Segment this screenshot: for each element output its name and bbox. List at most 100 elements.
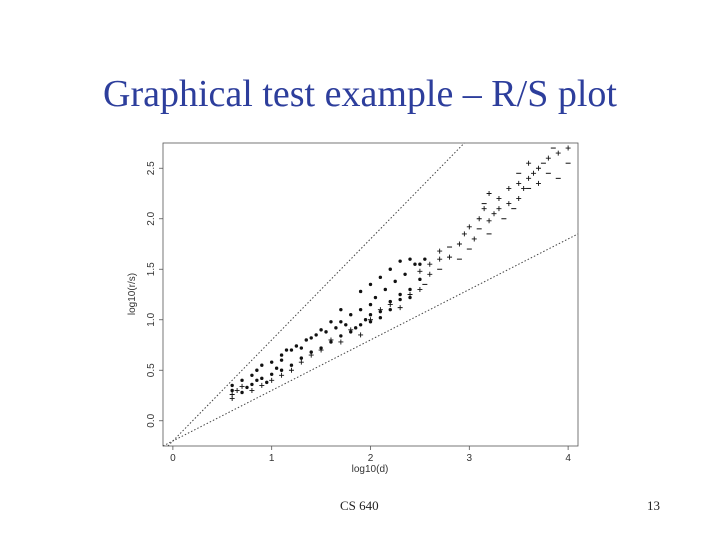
data-points [229, 145, 571, 402]
data-point-dot-4 [245, 385, 249, 390]
data-point-dot-17 [284, 348, 289, 352]
data-point-dot-52 [388, 307, 392, 312]
data-point-dot-45 [413, 262, 417, 266]
data-point-dot-8 [255, 378, 259, 383]
data-point-plus-50 [521, 185, 527, 191]
x-tick-label-2: 2 [368, 453, 374, 464]
data-point-dot-3 [240, 378, 244, 383]
data-point-plus-16 [368, 317, 373, 323]
slide-title: Graphical test example – R/S plot [103, 73, 617, 115]
data-point-plus-31 [471, 236, 477, 242]
data-point-plus-4 [249, 387, 255, 393]
data-point-dot-0 [230, 388, 234, 393]
x-tick-label-1: 1 [269, 453, 275, 464]
data-point-dot-61 [319, 328, 323, 332]
data-point-dot-49 [358, 323, 363, 327]
data-point-dot-6 [250, 382, 254, 387]
data-point-dot-18 [289, 363, 294, 367]
data-point-dot-51 [378, 316, 383, 320]
data-point-dot-60 [329, 320, 333, 324]
data-point-plus-35 [486, 191, 492, 196]
data-point-dot-22 [309, 350, 313, 354]
data-point-dot-29 [339, 320, 343, 324]
data-point-dot-35 [368, 302, 373, 307]
data-point-plus-15 [358, 332, 364, 338]
data-point-dot-40 [388, 299, 392, 304]
data-point-plus-13 [338, 339, 344, 345]
data-point-plus-22 [417, 268, 423, 274]
data-point-dot-37 [373, 295, 378, 300]
data-point-dot-9 [260, 363, 264, 367]
data-point-dot-7 [255, 368, 259, 372]
y-tick-label-1: 0.5 [146, 363, 157, 377]
data-point-plus-7 [279, 372, 285, 378]
data-point-dot-31 [349, 313, 353, 317]
data-point-dot-12 [269, 360, 274, 364]
data-point-plus-17 [377, 307, 383, 313]
data-point-dot-27 [334, 326, 338, 330]
data-point-dot-53 [398, 297, 402, 302]
axis-ticks: 0 1 2 3 4 0.0 0.5 1.0 1.5 2.0 2.5 [146, 161, 571, 464]
reference-line-2 [162, 233, 579, 447]
data-point-dot-56 [378, 275, 383, 280]
data-point-plus-25 [437, 256, 443, 262]
data-point-plus-10 [308, 352, 314, 358]
data-point-plus-49 [491, 211, 497, 217]
data-point-plus-51 [531, 170, 537, 176]
data-point-dot-20 [299, 356, 304, 360]
data-point-dot-25 [324, 330, 328, 334]
data-point-dot-50 [368, 313, 373, 317]
data-point-dot-16 [279, 368, 284, 372]
data-point-plus-45 [545, 155, 551, 161]
data-point-dot-65 [279, 358, 284, 362]
data-point-plus-2 [234, 387, 240, 393]
data-point-plus-39 [516, 180, 522, 186]
x-tick-label-4: 4 [565, 453, 571, 464]
data-point-dot-62 [309, 336, 313, 340]
data-point-dot-19 [294, 344, 299, 348]
data-point-plus-29 [461, 231, 467, 237]
data-point-plus-43 [535, 165, 541, 171]
data-point-plus-27 [447, 254, 453, 260]
data-point-plus-14 [348, 327, 354, 333]
data-point-plus-33 [481, 206, 487, 212]
data-point-dot-28 [339, 334, 343, 338]
data-point-plus-24 [427, 271, 433, 277]
data-point-dot-43 [403, 272, 407, 276]
y-tick-label-5: 2.5 [146, 161, 157, 175]
data-point-plus-46 [555, 150, 561, 156]
data-point-plus-36 [496, 196, 502, 202]
data-point-dot-64 [289, 348, 294, 352]
data-point-plus-34 [486, 218, 492, 224]
data-point-dot-46 [418, 277, 422, 282]
data-point-dot-58 [358, 289, 363, 294]
data-point-dot-57 [368, 282, 373, 287]
data-point-plus-37 [496, 206, 502, 212]
data-point-plus-32 [476, 216, 482, 222]
y-tick-label-3: 1.5 [146, 262, 157, 276]
data-point-plus-19 [397, 305, 403, 311]
data-point-plus-5 [259, 382, 265, 388]
data-point-plus-8 [288, 367, 294, 373]
data-point-dot-67 [408, 257, 412, 261]
data-point-dot-2 [240, 390, 244, 395]
data-point-dot-30 [344, 323, 348, 327]
data-point-plus-42 [526, 160, 532, 166]
data-point-plus-44 [535, 180, 541, 186]
data-point-plus-3 [239, 383, 245, 389]
x-tick-label-3: 3 [467, 453, 473, 464]
data-point-dot-5 [250, 373, 254, 377]
data-point-dot-44 [408, 287, 412, 292]
x-axis-label: log10(d) [352, 464, 389, 475]
data-point-dot-15 [279, 353, 284, 357]
data-point-dot-63 [299, 346, 304, 350]
data-point-plus-28 [456, 241, 462, 247]
data-point-plus-41 [526, 175, 532, 181]
data-point-plus-12 [328, 337, 334, 343]
data-point-dot-23 [314, 333, 318, 337]
data-point-dot-41 [393, 279, 397, 284]
data-point-plus-40 [516, 196, 522, 202]
data-point-plus-18 [387, 302, 393, 308]
data-point-dot-11 [265, 380, 269, 385]
